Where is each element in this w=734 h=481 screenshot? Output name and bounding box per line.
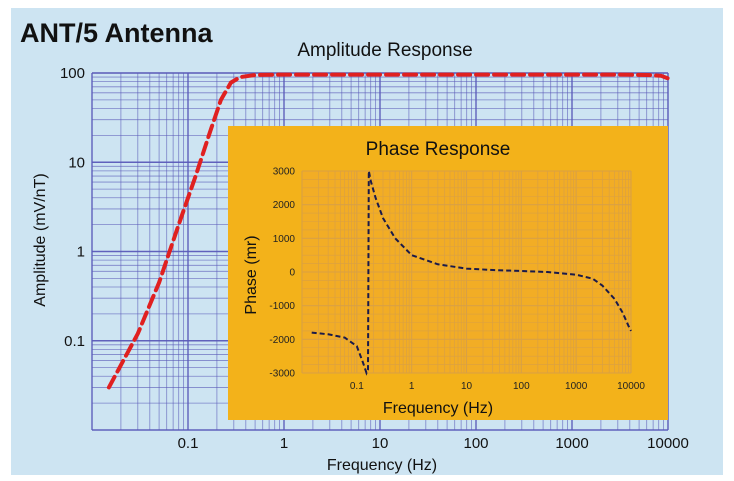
- phase-x-tick-label: 1: [409, 381, 415, 392]
- phase-y-axis-label: Phase (mr): [243, 235, 260, 314]
- phase-x-tick-label: 10000: [617, 381, 645, 392]
- figure-title: ANT/5 Antenna: [20, 18, 213, 48]
- phase-x-tick-label: 0.1: [350, 381, 364, 392]
- phase-y-tick-label: -3000: [269, 369, 295, 380]
- amplitude-y-tick-label: 0.1: [64, 333, 85, 350]
- phase-x-axis-label: Frequency (Hz): [383, 400, 493, 417]
- phase-y-tick-label: 1000: [273, 234, 296, 245]
- amplitude-y-axis-label: Amplitude (mV/nT): [32, 173, 49, 306]
- amplitude-y-tick-label: 10: [68, 154, 85, 171]
- phase-y-tick-label: 3000: [273, 167, 296, 178]
- amplitude-x-tick-label: 100: [463, 435, 488, 452]
- phase-x-ticks: 0.1 1 10 100 1000 10000: [350, 381, 645, 392]
- amplitude-y-tick-label: 100: [60, 65, 85, 82]
- amplitude-x-tick-label: 10000: [647, 435, 689, 452]
- amplitude-x-tick-label: 1000: [555, 435, 588, 452]
- phase-y-tick-label: 0: [289, 268, 295, 279]
- amplitude-x-tick-label: 0.1: [178, 435, 199, 452]
- amplitude-x-ticks: 0.1 1 10 100 1000 10000: [178, 435, 689, 452]
- amplitude-chart-title: Amplitude Response: [297, 40, 472, 61]
- phase-chart-title: Phase Response: [366, 139, 511, 160]
- amplitude-x-axis-label: Frequency (Hz): [327, 457, 437, 474]
- phase-y-tick-label: 2000: [273, 200, 296, 211]
- amplitude-x-tick-label: 10: [372, 435, 389, 452]
- phase-y-ticks: 3000 2000 1000 0 -1000 -2000 -3000: [269, 167, 295, 380]
- amplitude-y-ticks: 0.1 1 10 100: [60, 65, 85, 350]
- phase-y-tick-label: -2000: [269, 335, 295, 346]
- amplitude-x-tick-label: 1: [280, 435, 288, 452]
- phase-series-line: [311, 170, 632, 376]
- phase-x-tick-label: 100: [513, 381, 530, 392]
- phase-y-tick-label: -1000: [269, 301, 295, 312]
- amplitude-y-tick-label: 1: [77, 244, 85, 261]
- amplitude-series-line: [106, 72, 670, 390]
- phase-x-tick-label: 10: [461, 381, 473, 392]
- phase-x-tick-label: 1000: [565, 381, 588, 392]
